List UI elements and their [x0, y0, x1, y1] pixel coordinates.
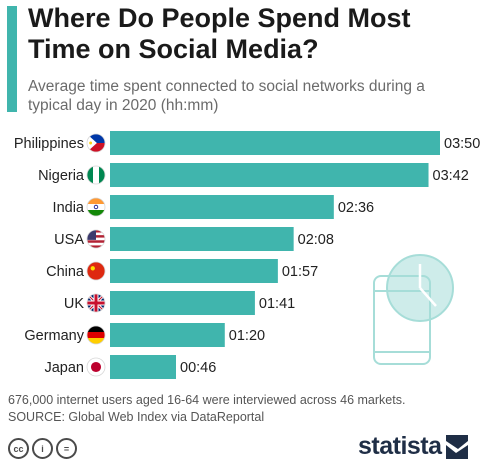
- value-label: 02:08: [298, 232, 334, 248]
- philippines-flag-icon: [87, 134, 105, 152]
- value-label: 03:50: [444, 136, 480, 152]
- clock-ring: [386, 254, 454, 322]
- source-note: SOURCE: Global Web Index via DataReporta…: [8, 410, 265, 424]
- category-label: Japan: [44, 360, 84, 376]
- category-label: UK: [64, 296, 84, 312]
- flag-border: [86, 293, 106, 313]
- value-label: 02:36: [338, 200, 374, 216]
- flag-border: [86, 133, 106, 153]
- chart-title: Where Do People Spend Most Time on Socia…: [28, 3, 411, 64]
- phone-clock-icon: [373, 254, 454, 365]
- bar: [110, 323, 225, 347]
- license-icons: cc i =: [8, 438, 77, 459]
- india-flag-icon: [87, 198, 105, 216]
- clock-minute-hand: [419, 287, 437, 307]
- value-label: 01:57: [282, 264, 318, 280]
- no-derivatives-icon: =: [56, 438, 77, 459]
- bar: [110, 355, 176, 379]
- accent-bar: [7, 6, 17, 112]
- bar: [110, 291, 255, 315]
- nigeria-flag-icon: [87, 166, 105, 184]
- bar: [110, 163, 429, 187]
- bar: [110, 195, 334, 219]
- usa-flag-icon: [87, 230, 105, 248]
- bar: [110, 259, 278, 283]
- flag-border: [86, 197, 106, 217]
- germany-flag-icon: [87, 326, 105, 344]
- category-label: Philippines: [14, 136, 84, 152]
- attribution-icon: i: [32, 438, 53, 459]
- sample-note: 676,000 internet users aged 16-64 were i…: [8, 393, 406, 407]
- chart-subtitle: Average time spent connected to social n…: [28, 78, 425, 114]
- category-label: China: [46, 264, 85, 280]
- flag-border: [86, 357, 106, 377]
- value-label: 03:42: [433, 168, 469, 184]
- brand-name: statista: [358, 432, 442, 460]
- category-label: USA: [54, 232, 84, 248]
- category-label: Nigeria: [38, 168, 85, 184]
- value-label: 01:20: [229, 328, 265, 344]
- flag-border: [86, 325, 106, 345]
- category-label: India: [53, 200, 85, 216]
- value-label: 00:46: [180, 360, 216, 376]
- flag-border: [86, 165, 106, 185]
- value-label: 01:41: [259, 296, 295, 312]
- statista-logo: statista: [358, 432, 468, 461]
- flag-border: [86, 229, 106, 249]
- uk-flag-icon: [87, 294, 105, 312]
- flag-border: [86, 261, 106, 281]
- chart-footnote: 676,000 internet users aged 16-64 were i…: [8, 392, 405, 426]
- category-label: Germany: [24, 328, 84, 344]
- bar: [110, 131, 440, 155]
- statista-mark-icon: [445, 434, 468, 459]
- cc-icon: cc: [8, 438, 29, 459]
- china-flag-icon: [87, 262, 105, 280]
- bar: [110, 227, 294, 251]
- japan-flag-icon: [87, 358, 105, 376]
